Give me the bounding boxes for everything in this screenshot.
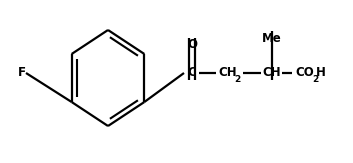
Text: C: C (188, 67, 196, 80)
Text: CH: CH (219, 67, 237, 80)
Text: 2: 2 (234, 74, 240, 83)
Text: CH: CH (263, 67, 281, 80)
Text: F: F (18, 67, 26, 80)
Text: Me: Me (262, 31, 282, 44)
Text: H: H (316, 67, 326, 80)
Text: CO: CO (295, 67, 315, 80)
Text: 2: 2 (312, 74, 318, 83)
Text: O: O (187, 38, 197, 52)
